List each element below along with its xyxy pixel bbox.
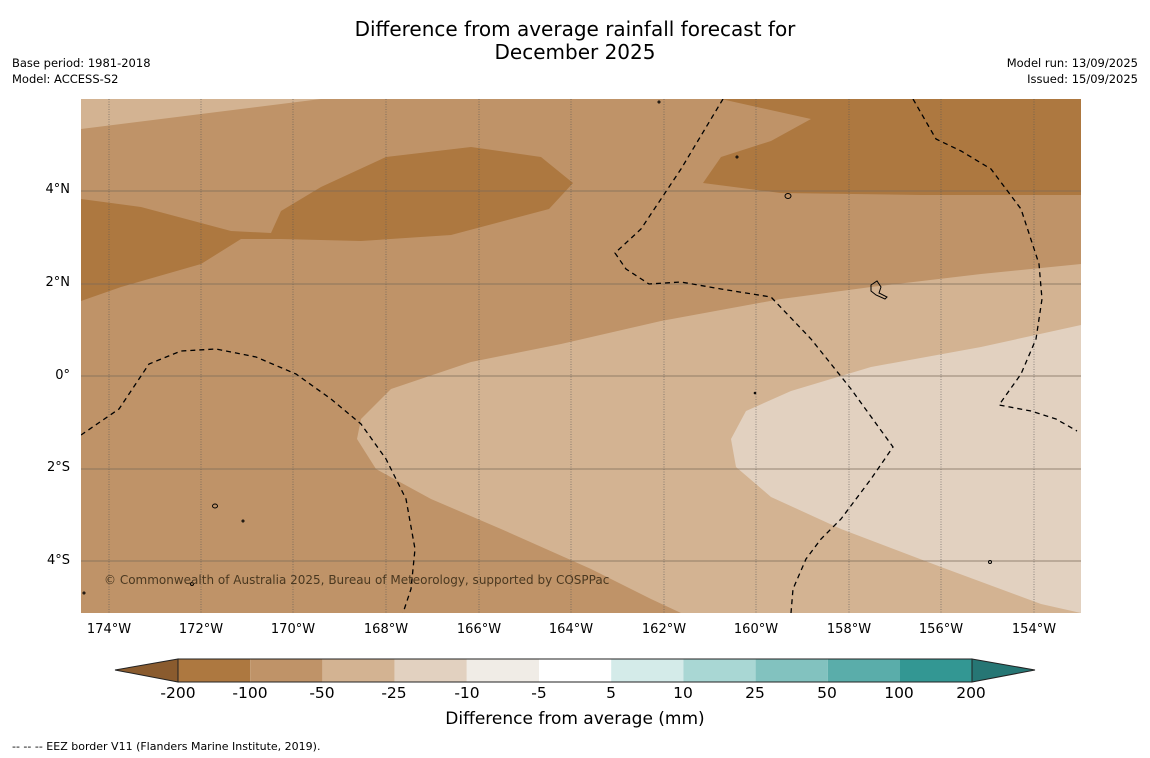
lon-label-160w: 160°W [733, 622, 779, 637]
meta-left: Base period: 1981-2018 Model: ACCESS-S2 [12, 55, 151, 87]
colorbar-tick-label: 10 [673, 684, 693, 702]
colorbar-tick-label: -10 [454, 684, 480, 702]
colorbar-segment [466, 659, 539, 682]
lat-label-4s: 4°S [46, 553, 70, 568]
colorbar-title: Difference from average (mm) [445, 709, 705, 729]
colorbar-segment [250, 659, 323, 682]
title-line-1: Difference from average rainfall forecas… [354, 17, 796, 41]
title-line-2: December 2025 [494, 40, 656, 64]
lon-label-154w: 154°W [1011, 622, 1057, 637]
map-title: Difference from average rainfall forecas… [0, 18, 1150, 64]
meridian-lines [108, 99, 1035, 613]
colorbar-tick-label: 50 [817, 684, 837, 702]
colorbar-tick-label: -100 [232, 684, 268, 702]
colorbar-segment [611, 659, 684, 682]
eez-footnote: -- -- -- EEZ border V11 (Flanders Marine… [12, 740, 321, 753]
colorbar-extend-high [971, 658, 1036, 683]
colorbar-tick-label: 25 [745, 684, 765, 702]
colorbar-segment [539, 659, 612, 682]
colorbar [110, 655, 1040, 687]
lat-label-4n: 4°N [45, 182, 71, 197]
lon-label-172w: 172°W [178, 622, 224, 637]
colorbar-tick-label: 200 [956, 684, 986, 702]
colorbar-segment [394, 659, 467, 682]
lon-label-168w: 168°W [363, 622, 409, 637]
lon-label-174w: 174°W [86, 622, 132, 637]
lon-label-170w: 170°W [270, 622, 316, 637]
lon-label-164w: 164°W [548, 622, 594, 637]
issued-text: Issued: 15/09/2025 [1027, 72, 1138, 86]
colorbar-tick-label: -5 [531, 684, 547, 702]
copyright-notice: © Commonwealth of Australia 2025, Bureau… [104, 573, 610, 587]
colorbar-tick-label: -200 [160, 684, 196, 702]
model-text: Model: ACCESS-S2 [12, 72, 119, 86]
map-canvas [81, 99, 1081, 613]
eez-border [81, 99, 1078, 613]
colorbar-tick-label: 100 [884, 684, 914, 702]
lon-label-162w: 162°W [641, 622, 687, 637]
lat-label-2s: 2°S [46, 460, 70, 475]
colorbar-segment [322, 659, 395, 682]
base-period-text: Base period: 1981-2018 [12, 56, 151, 70]
lon-label-166w: 166°W [456, 622, 502, 637]
lon-label-158w: 158°W [826, 622, 872, 637]
colorbar-tick-label: -25 [381, 684, 407, 702]
colorbar-tick-label: 5 [606, 684, 616, 702]
colorbar-svg [114, 658, 1036, 683]
band-minus100-minus200-west [81, 147, 573, 301]
colorbar-frame [177, 658, 973, 683]
band-minus100-minus200-northeast [703, 99, 1081, 195]
lon-label-156w: 156°W [918, 622, 964, 637]
colorbar-segments [178, 659, 972, 682]
meta-right: Model run: 13/09/2025 Issued: 15/09/2025 [1007, 55, 1138, 87]
island-outlines [82, 100, 992, 595]
colorbar-extend-low [114, 658, 179, 683]
lat-label-0: 0° [55, 368, 70, 383]
model-run-text: Model run: 13/09/2025 [1006, 56, 1138, 70]
colorbar-segment [178, 659, 251, 682]
colorbar-segment [683, 659, 756, 682]
colorbar-segment [827, 659, 900, 682]
parallel-lines [81, 190, 1081, 562]
colorbar-tick-label: -50 [309, 684, 335, 702]
colorbar-segment [755, 659, 828, 682]
rainfall-map [81, 99, 1081, 613]
colorbar-segment [900, 659, 972, 682]
lat-label-2n: 2°N [45, 275, 71, 290]
